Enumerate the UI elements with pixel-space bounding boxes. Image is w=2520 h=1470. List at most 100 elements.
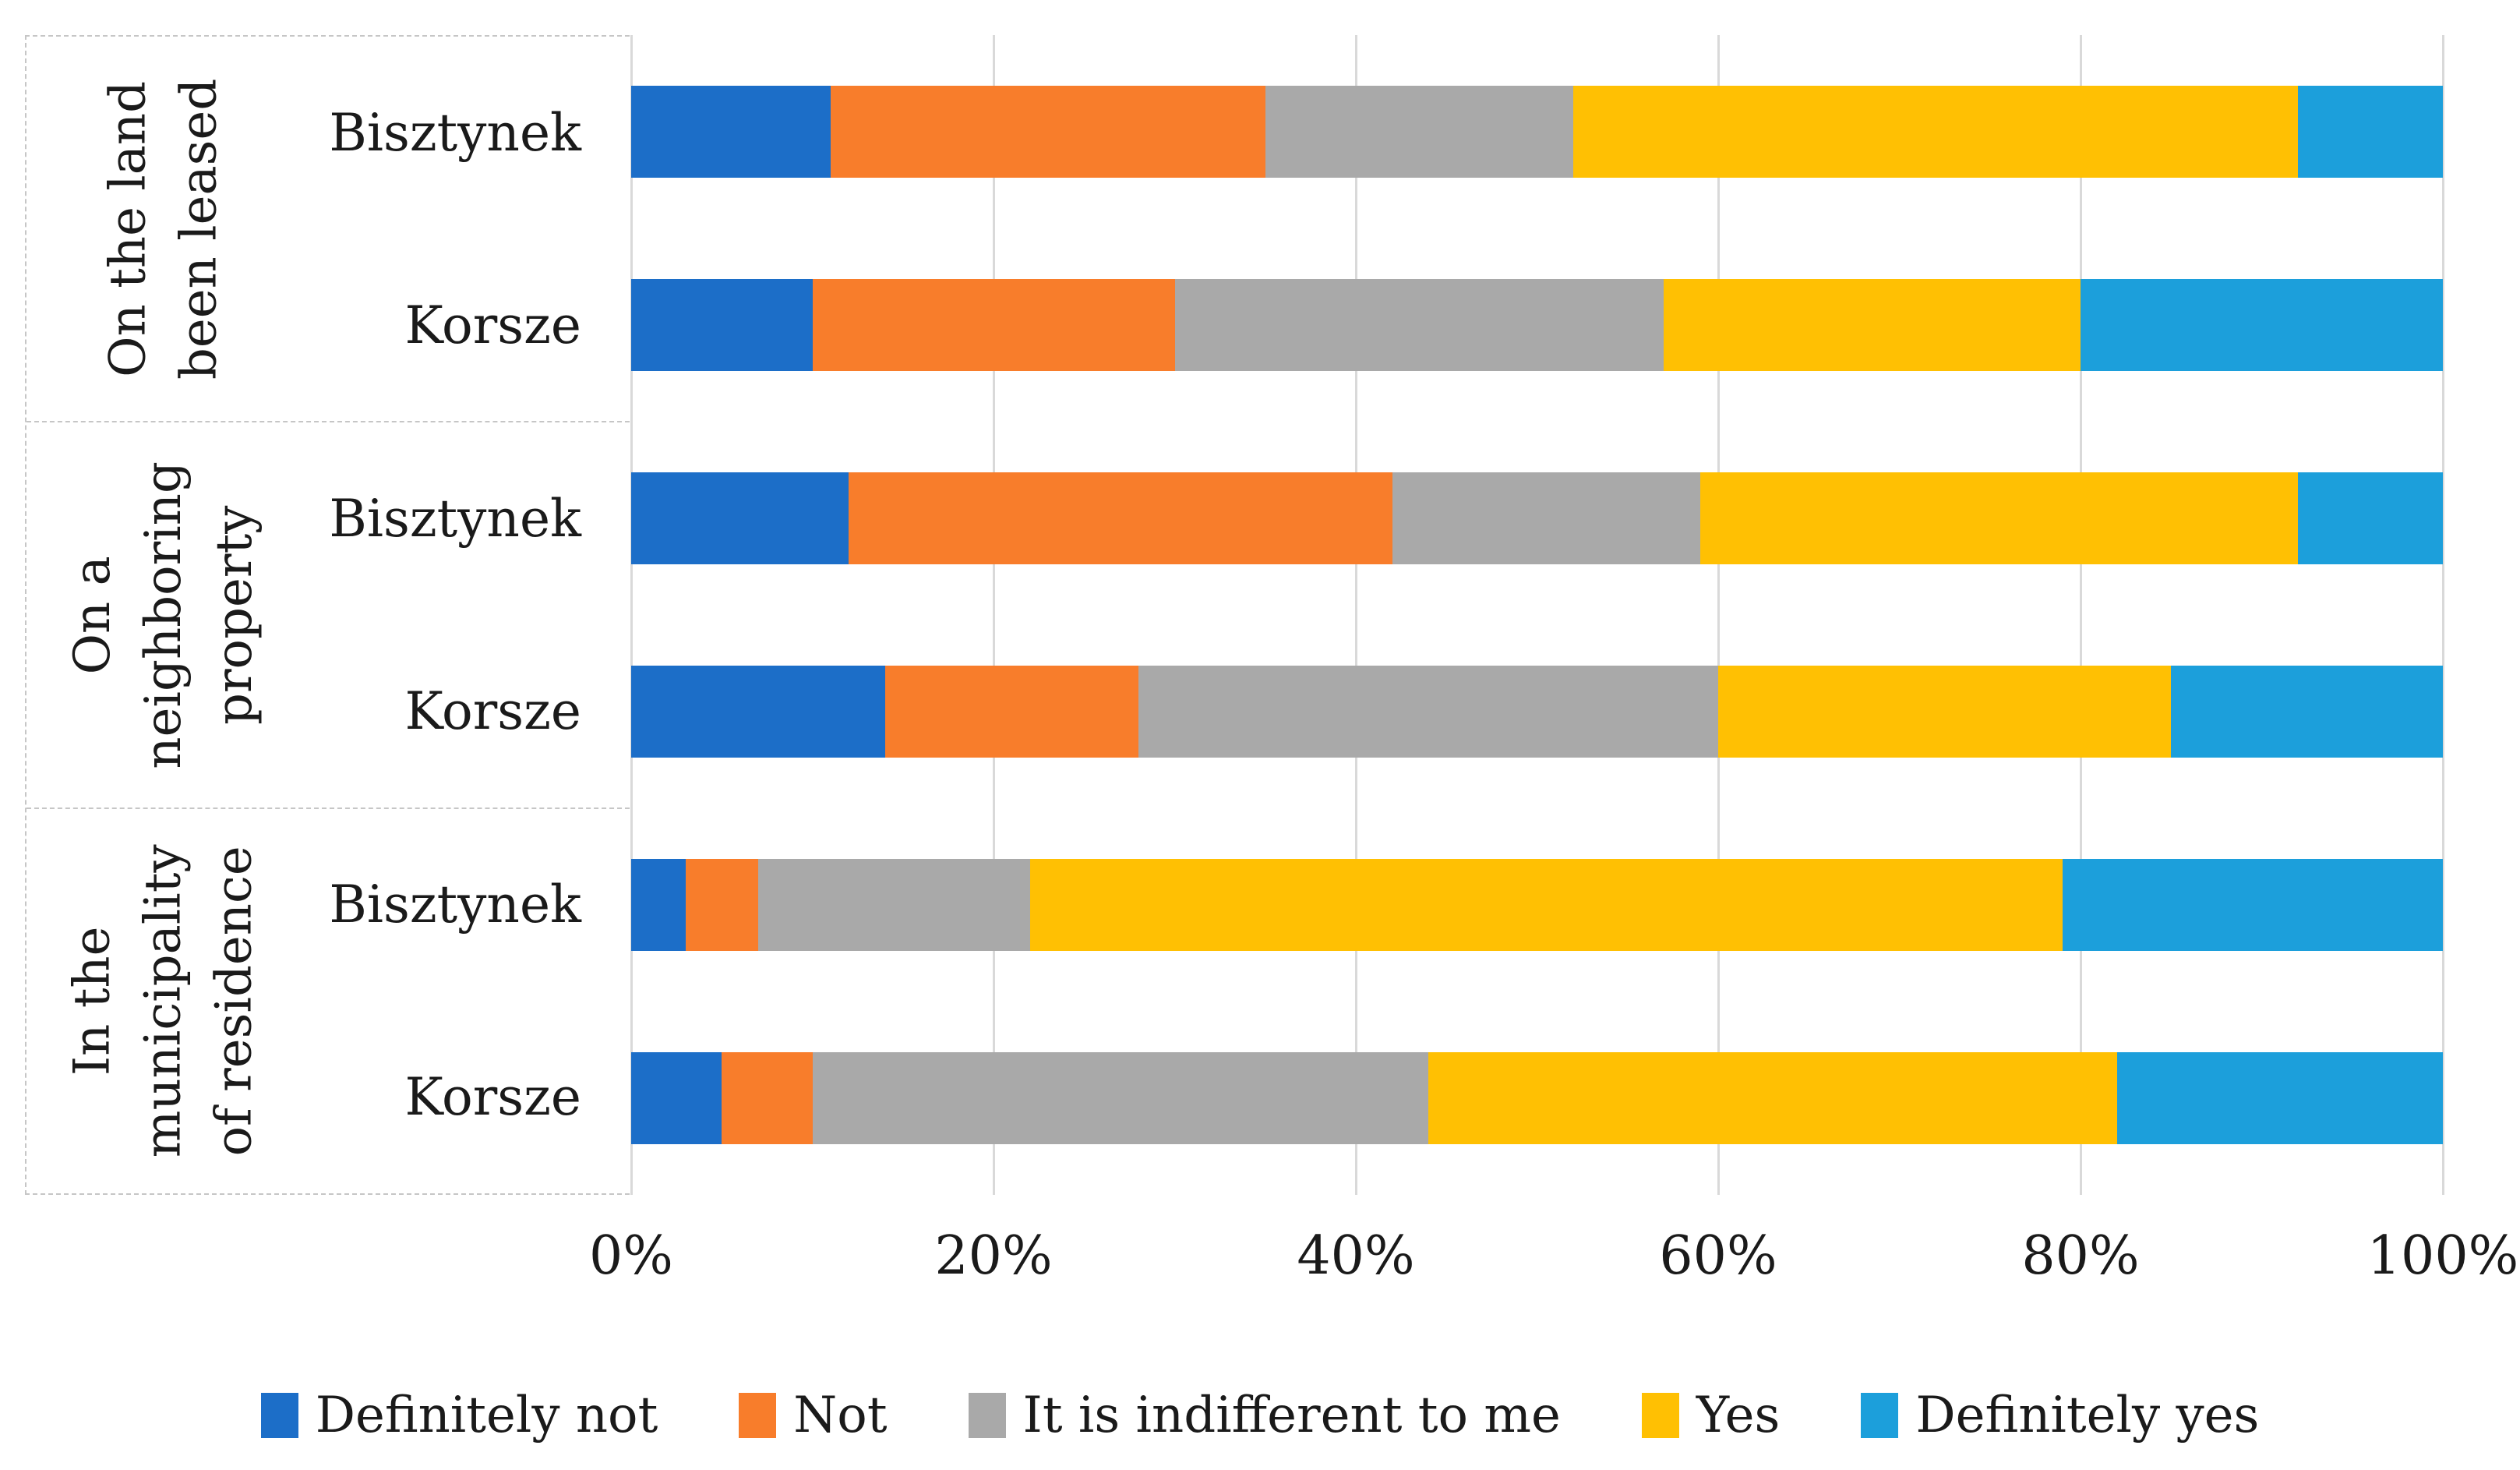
legend-label: Definitely not [315,1387,658,1444]
plot-group-on-a-neighboring-property [631,422,2443,808]
stacked-bar-korsze [631,1052,2443,1144]
bar-segment-it-is-indifferent-to-me [1174,279,1664,371]
stacked-bar-bisztynek [631,472,2443,564]
category-label-panel: On the land been leased Bisztynek Korsze On … [25,35,630,1195]
category-label-korsze: Korsze [404,680,581,741]
bar-segment-definitely-not [631,472,849,564]
x-axis: 0% 20% 40% 60% 80% 100% [0,1225,2520,1319]
stacked-bar-korsze [631,666,2443,758]
legend-marker-icon-definitely-not [260,1393,298,1438]
bar-segment-yes [1029,859,2063,951]
group-box-in-the-municipality-of-residence: In the municipality of residence Bisztynek K… [26,807,630,1193]
plot-area [630,35,2444,1195]
bar-row-in-the-municipality-of-residence-bisztynek [631,808,2443,1002]
bar-segment-not [685,859,758,951]
bar-segment-definitely-yes [2062,859,2443,951]
group-label: On the land been leased [93,78,235,379]
bar-segment-yes [1428,1052,2117,1144]
city-label-column: Bisztynek Korsze [301,37,630,421]
legend-item-yes: Yes [1641,1387,1781,1444]
group-label-line: property [205,505,263,725]
bar-segment-yes [1718,666,2172,758]
x-tick-label-100: 100% [2366,1225,2519,1287]
bar-segment-definitely-not [631,1052,722,1144]
bar-segment-definitely-yes [2116,1052,2443,1144]
group-label: On a neighboring property [58,461,270,769]
group-label-column: On the land been leased [26,37,301,421]
x-tick-label-0: 0% [589,1225,673,1287]
legend-marker-icon-definitely-yes [1861,1393,1899,1438]
group-label-line: On a [63,555,122,675]
bar-segment-definitely-yes [2171,666,2443,758]
gridline-80 [2080,35,2082,1195]
group-label-line: neighboring [134,461,192,769]
legend: Definitely not Not It is indifferent to me… [0,1369,2520,1462]
bar-row-on-the-land-been-leased-bisztynek [631,35,2443,228]
gridline-100 [2442,35,2444,1195]
x-tick-label-40: 40% [1297,1225,1415,1287]
bar-row-on-a-neighboring-property-korsze [631,615,2443,808]
bar-segment-yes [1664,279,2081,371]
gridline-60 [1717,35,1720,1195]
city-label-column: Bisztynek Korsze [301,809,630,1193]
bar-segment-definitely-not [631,86,831,178]
bar-segment-it-is-indifferent-to-me [1392,472,1700,564]
city-label-column: Bisztynek Korsze [301,422,630,807]
bar-segment-definitely-yes [2298,86,2443,178]
bar-segment-definitely-yes [2298,472,2443,564]
bar-segment-not [812,279,1175,371]
x-tick-label-20: 20% [934,1225,1053,1287]
bar-segment-definitely-not [631,859,686,951]
bar-row-on-a-neighboring-property-bisztynek [631,422,2443,615]
legend-label: Not [793,1387,888,1444]
group-label-line: On the land [99,80,157,377]
group-label-line: In the [63,926,122,1076]
category-label-bisztynek: Bisztynek [329,875,581,935]
bar-row-on-the-land-been-leased-korsze [631,228,2443,422]
x-tick-label-80: 80% [2021,1225,2140,1287]
category-label-bisztynek: Bisztynek [329,489,581,549]
stacked-bar-bisztynek [631,86,2443,178]
legend-item-definitely-yes: Definitely yes [1861,1387,2259,1444]
bar-segment-it-is-indifferent-to-me [812,1052,1428,1144]
gridline-20 [993,35,995,1195]
x-tick-label-60: 60% [1659,1225,1777,1287]
bar-segment-definitely-yes [2081,279,2443,371]
legend-item-not: Not [739,1387,888,1444]
bar-segment-yes [1573,86,2298,178]
legend-label: Yes [1696,1387,1781,1444]
bar-segment-yes [1699,472,2298,564]
bar-segment-definitely-not [631,279,813,371]
group-label-line: been leased [170,78,228,380]
stacked-bar-korsze [631,279,2443,371]
stacked-bar-bisztynek [631,859,2443,951]
group-box-on-a-neighboring-property: On a neighboring property Bisztynek Korsze [26,421,630,807]
bar-segment-it-is-indifferent-to-me [1138,666,1718,758]
group-label: In the municipality of residence [58,844,270,1157]
group-label-column: In the municipality of residence [26,809,301,1193]
bar-segment-definitely-not [631,666,885,758]
bar-segment-not [849,472,1392,564]
gridline-40 [1355,35,1357,1195]
bars-container [631,35,2443,1195]
legend-marker-icon-not [739,1393,777,1438]
group-box-on-the-land-been-leased: On the land been leased Bisztynek Korsze [26,37,630,421]
gridline-0 [630,35,633,1195]
legend-marker-icon-it-is-indifferent-to-me [968,1393,1006,1438]
legend-marker-icon-yes [1641,1393,1679,1438]
category-label-bisztynek: Bisztynek [329,102,581,163]
legend-item-definitely-not: Definitely not [260,1387,658,1444]
bar-segment-not [722,1052,813,1144]
group-label-line: municipality [134,844,192,1158]
legend-item-it-is-indifferent-to-me: It is indifferent to me [968,1387,1561,1444]
group-label-column: On a neighboring property [26,422,301,807]
legend-label: It is indifferent to me [1022,1387,1561,1444]
category-label-korsze: Korsze [404,1067,581,1128]
legend-label: Definitely yes [1915,1387,2260,1444]
bar-segment-not [830,86,1265,178]
category-label-korsze: Korsze [404,295,581,355]
plot-group-on-the-land-been-leased [631,35,2443,422]
plot-group-in-the-municipality-of-residence [631,808,2443,1195]
bar-segment-it-is-indifferent-to-me [1265,86,1573,178]
